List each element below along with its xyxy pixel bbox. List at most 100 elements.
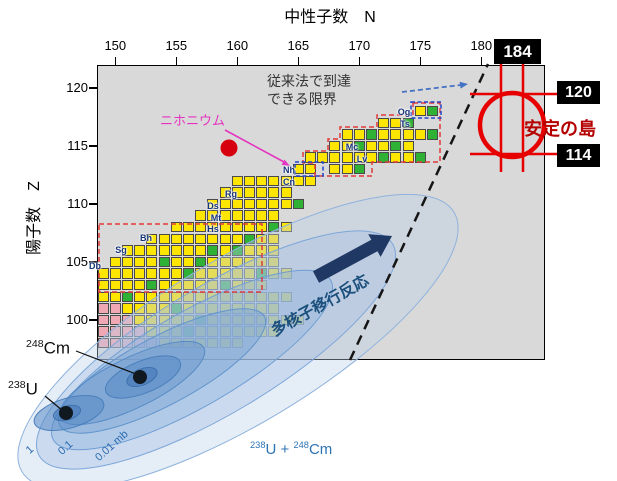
nuclide-cell xyxy=(353,152,365,163)
nuclide-cell xyxy=(109,279,121,291)
nuclide-cell xyxy=(292,314,304,326)
nuclide-cell xyxy=(195,326,207,337)
nuclide-cell xyxy=(414,129,426,140)
nihonium-arrow-line xyxy=(224,129,285,163)
nuclide-cell xyxy=(195,210,207,221)
nuclide-cell xyxy=(365,140,378,152)
nuclide-cell xyxy=(146,326,158,337)
oganesson-cells-outline xyxy=(410,101,442,119)
nuclide-cell xyxy=(170,221,182,233)
nuclide-cell xyxy=(378,117,390,129)
nuclide-cell xyxy=(402,140,414,152)
x-axis-title: 中性子数 N xyxy=(284,9,376,26)
nuclide-cell xyxy=(207,221,219,233)
z114-box: 114 xyxy=(557,144,600,167)
nuclide-cell xyxy=(243,175,256,187)
cm248-symbol: Cm xyxy=(43,338,71,358)
nuclide-cell xyxy=(195,245,207,256)
nuclide-cell xyxy=(158,279,170,291)
nuclide-cell xyxy=(195,221,207,233)
nuclide-cell xyxy=(158,245,170,256)
nuclide-cell xyxy=(195,279,207,291)
nuclide-cell xyxy=(134,256,146,268)
nuclide-cell xyxy=(231,221,243,233)
nuclide-cell xyxy=(195,303,207,314)
nuclide-cell xyxy=(268,326,280,337)
nuclide-cell xyxy=(158,233,170,245)
nuclide-cell xyxy=(97,326,109,337)
nuclide-cell xyxy=(170,245,182,256)
reaction-sup2: 248 xyxy=(293,440,309,450)
nuclide-cell xyxy=(207,337,219,349)
cm248-leader-line xyxy=(75,350,137,375)
nuclide-cell xyxy=(134,337,146,349)
nuclide-cell xyxy=(256,326,268,337)
nuclide-cell xyxy=(231,279,243,291)
cm248-mass: 248 xyxy=(26,338,44,350)
nuclide-cell xyxy=(146,268,158,279)
reaction-label: 238U + 248Cm xyxy=(250,440,332,458)
nuclide-cell xyxy=(231,337,243,349)
nuclide-cell xyxy=(243,221,256,233)
nuclide-cell xyxy=(280,175,292,187)
nuclide-cell xyxy=(182,233,195,245)
nuclide-cell xyxy=(256,187,268,198)
nuclide-cell xyxy=(158,256,170,268)
u238-label: 238U xyxy=(8,379,38,400)
nuclide-cell xyxy=(329,140,341,152)
nuclide-cell xyxy=(219,256,231,268)
nuclide-cell xyxy=(219,221,231,233)
nuclide-cell xyxy=(97,268,109,279)
nuclide-cell xyxy=(280,268,292,279)
n184-box: 184 xyxy=(494,39,541,64)
nuclide-cell xyxy=(170,303,182,314)
nuclide-cell xyxy=(207,326,219,337)
nuclide-cell xyxy=(146,279,158,291)
nuclide-cell xyxy=(134,268,146,279)
nuclide-cell xyxy=(426,129,439,140)
nuclide-cell xyxy=(341,163,353,175)
nuclide-cell xyxy=(219,326,231,337)
nuclide-cell xyxy=(219,279,231,291)
nuclide-cell xyxy=(121,256,134,268)
nuclide-cell xyxy=(329,152,341,163)
u238-dot xyxy=(59,406,73,420)
reaction-base2: Cm xyxy=(308,441,333,458)
nuclide-cell xyxy=(146,303,158,314)
nuclide-cell xyxy=(231,326,243,337)
nuclide-cell xyxy=(353,140,365,152)
nuclide-cell xyxy=(121,314,134,326)
contour-outer xyxy=(17,193,459,481)
limit-annotation: 従来法で到達 できる限界 xyxy=(267,72,351,108)
nuclide-cell xyxy=(341,129,353,140)
nuclide-cell xyxy=(121,326,134,337)
nuclide-cell xyxy=(280,187,292,198)
nuclide-cell xyxy=(121,268,134,279)
nuclide-cell xyxy=(402,152,414,163)
cold-fusion-region-outline xyxy=(98,223,263,293)
nuclide-cell xyxy=(402,129,414,140)
nuclide-cell xyxy=(292,163,304,175)
nuclide-cell xyxy=(109,268,121,279)
nuclide-cell xyxy=(341,140,353,152)
nuclide-cell xyxy=(280,314,292,326)
u238-leader-line xyxy=(44,395,64,412)
nuclide-cell xyxy=(390,129,402,140)
nuclide-cell xyxy=(231,291,243,303)
cm248-label: 248Cm xyxy=(26,338,70,359)
nuclide-cell xyxy=(121,279,134,291)
nuclide-cell xyxy=(426,105,439,117)
transfer-reaction-arrow xyxy=(312,234,392,283)
nuclide-cell xyxy=(414,105,426,117)
nuclide-cell xyxy=(378,129,390,140)
nuclide-cell xyxy=(109,303,121,314)
nuclide-cell xyxy=(207,268,219,279)
nuclide-cell xyxy=(97,314,109,326)
nuclide-cell xyxy=(268,221,280,233)
nuclide-cell xyxy=(219,314,231,326)
nuclide-cell xyxy=(402,117,414,129)
nuclide-cell xyxy=(170,268,182,279)
nuclide-cell xyxy=(390,117,402,129)
nuclide-cell xyxy=(268,314,280,326)
